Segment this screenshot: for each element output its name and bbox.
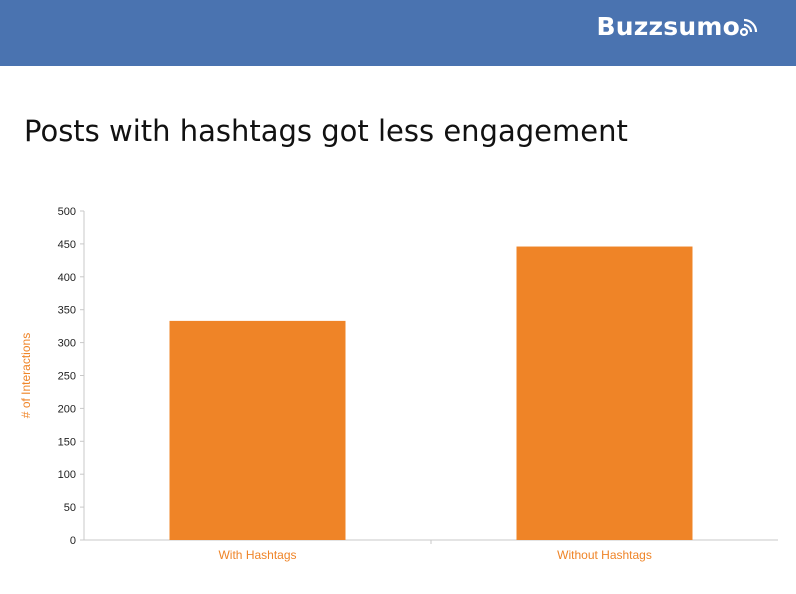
y-tick-label: 0 — [70, 535, 76, 547]
x-tick-label: With Hashtags — [218, 548, 296, 562]
y-tick-label: 450 — [58, 239, 76, 251]
y-tick-label: 200 — [58, 403, 76, 415]
y-tick-label: 150 — [58, 436, 76, 448]
bars — [169, 246, 693, 541]
y-tick-label: 400 — [58, 272, 76, 284]
y-tick-label: 300 — [58, 338, 76, 350]
y-tick-label: 500 — [58, 206, 76, 218]
y-tick-label: 100 — [58, 469, 76, 481]
bar-without-hashtags — [516, 246, 693, 541]
x-axis-labels: With Hashtags Without Hashtags — [218, 540, 652, 562]
y-tick-label: 250 — [58, 371, 76, 383]
top-banner: Buzzsumo — [0, 0, 796, 66]
signal-icon — [740, 18, 758, 36]
bar-chart: 0 50 100 150 200 250 300 350 400 450 500 With Hash… — [0, 180, 796, 589]
bar-with-hashtags — [169, 320, 346, 540]
brand-name: Buzzsumo — [596, 12, 740, 41]
brand-logo[interactable]: Buzzsumo — [597, 12, 758, 41]
x-tick-label: Without Hashtags — [557, 548, 652, 562]
y-tick-label: 50 — [64, 502, 76, 514]
slide-title: Posts with hashtags got less engagement — [24, 114, 628, 148]
chart-svg: 0 50 100 150 200 250 300 350 400 450 500 With Hash… — [19, 206, 778, 562]
y-tick-label: 350 — [58, 305, 76, 317]
y-axis-ticks: 0 50 100 150 200 250 300 350 400 450 500 — [58, 206, 84, 547]
y-axis-label: # of Interactions — [19, 333, 33, 418]
